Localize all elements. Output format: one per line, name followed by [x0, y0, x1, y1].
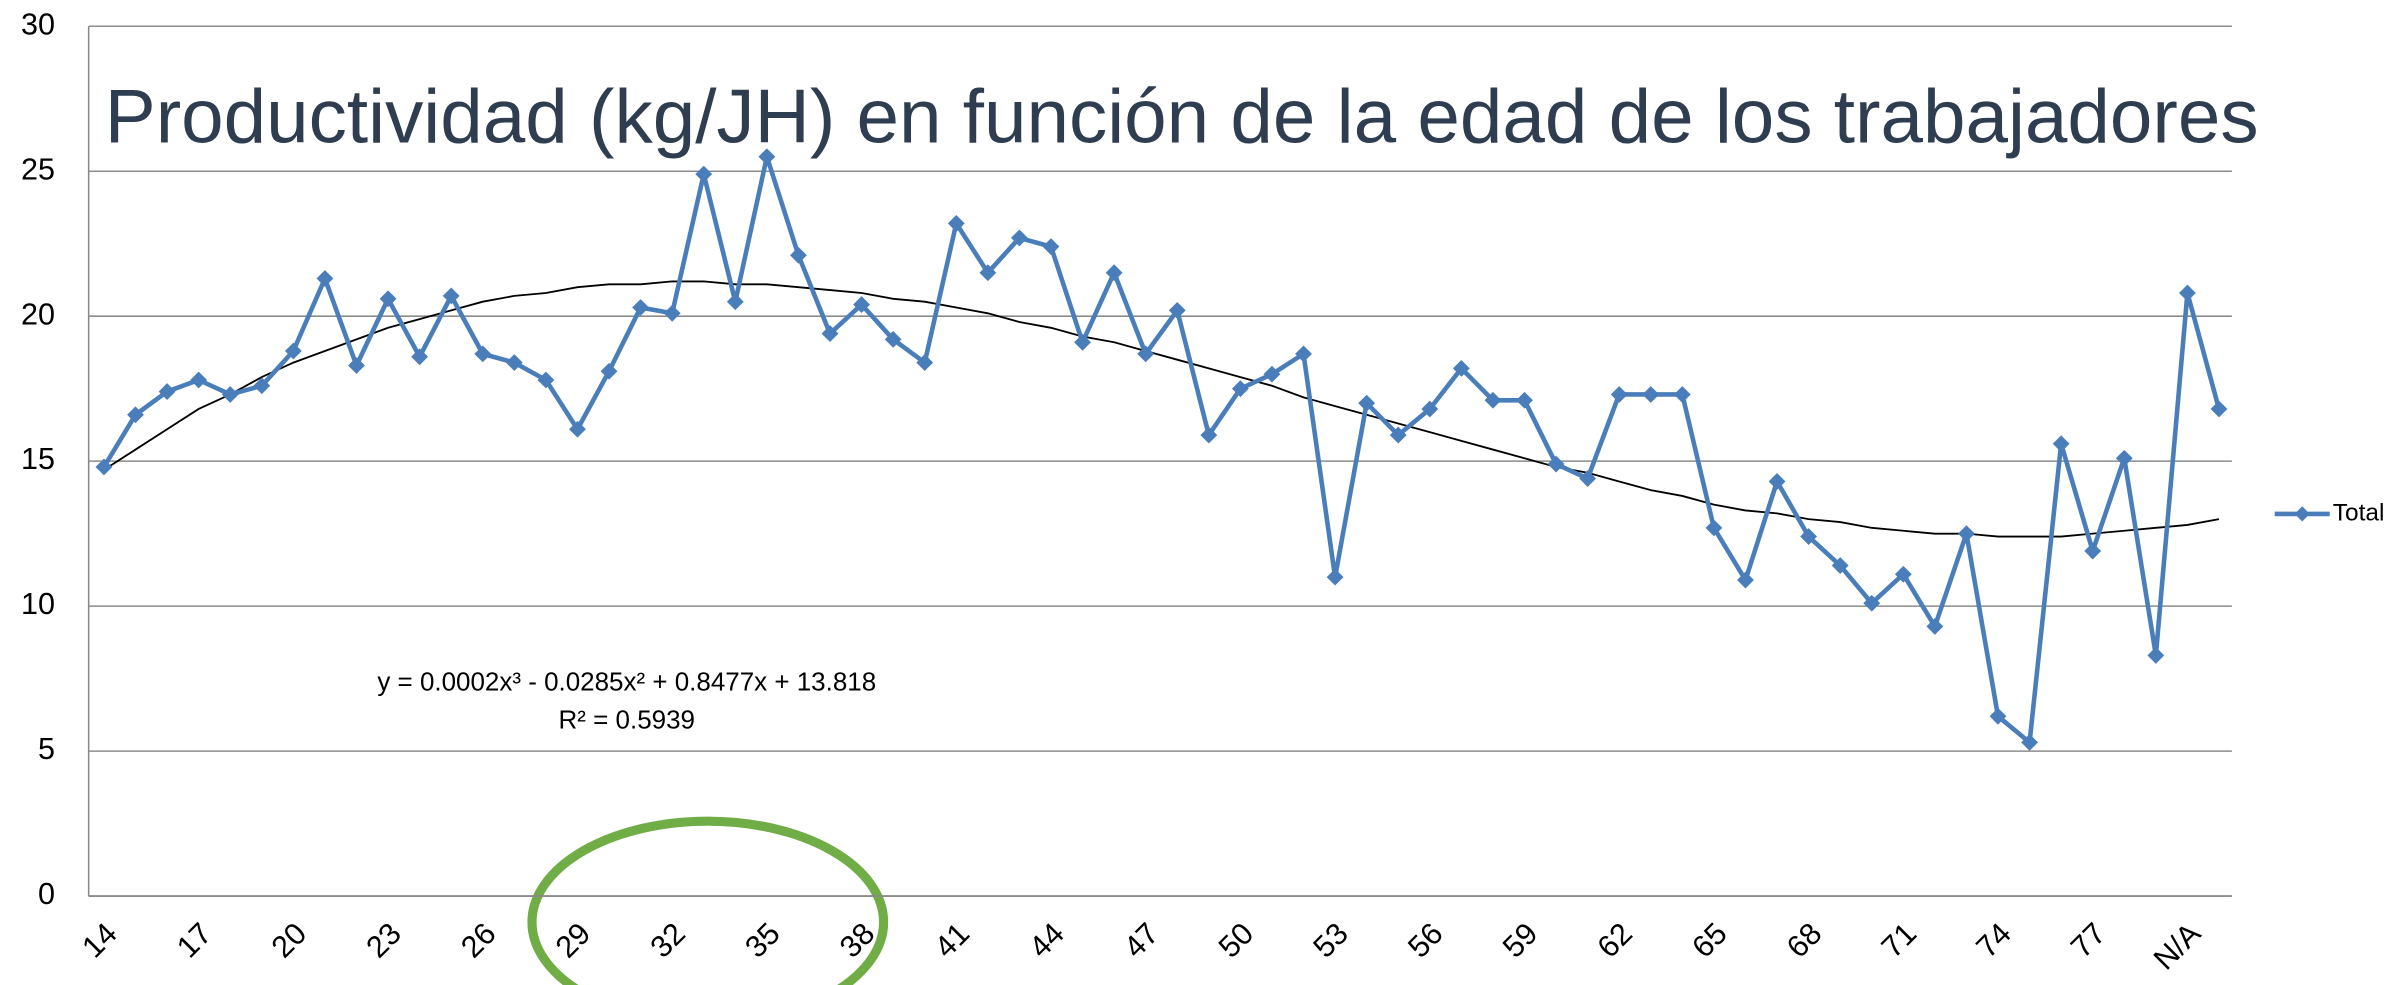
x-tick-label: 53 [1307, 916, 1355, 964]
x-tick-label: 32 [644, 916, 692, 964]
x-tick-label: N/A [2147, 916, 2208, 977]
point-marker [2210, 400, 2228, 418]
highlight-ellipse [527, 816, 889, 985]
x-tick-label: 59 [1496, 916, 1544, 964]
point-marker [695, 165, 713, 183]
x-tick-label: 68 [1780, 916, 1828, 964]
point-marker [632, 299, 650, 316]
point-marker [505, 354, 523, 371]
x-tick-label: 41 [928, 916, 976, 964]
point-marker [758, 148, 776, 166]
grid [88, 25, 2232, 897]
y-tick-label: 5 [38, 732, 55, 766]
x-tick-label: 77 [2064, 916, 2112, 964]
point-marker [663, 304, 681, 322]
point-marker [790, 246, 807, 264]
x-tick-label: 62 [1591, 916, 1639, 964]
point-marker [1074, 333, 1091, 351]
x-tick-label: 65 [1686, 916, 1734, 964]
point-marker [253, 377, 271, 395]
legend-marker [2294, 506, 2310, 522]
y-tick-label: 25 [21, 152, 55, 186]
point-marker [379, 290, 397, 308]
point-marker [1389, 426, 1407, 444]
y-tick-label: 10 [21, 587, 55, 621]
y-tick-label: 0 [38, 877, 55, 911]
point-marker [1105, 264, 1123, 282]
x-tick-label: 56 [1402, 916, 1450, 964]
point-marker [2084, 542, 2102, 560]
point-marker [190, 371, 208, 389]
trendline [103, 280, 2220, 538]
point-marker [284, 342, 302, 360]
x-tick-label: 74 [1970, 916, 2018, 964]
chart-title: Productividad (kg/JH) en función de la e… [105, 75, 2259, 160]
y-tick-label: 15 [21, 442, 55, 476]
series-line [101, 154, 2222, 745]
point-marker [1042, 238, 1060, 256]
x-tick-label: 26 [455, 916, 503, 964]
point-marker [726, 293, 744, 311]
x-tick-label: 20 [265, 916, 313, 964]
point-marker [348, 357, 365, 374]
y-tick-label: 20 [21, 297, 55, 331]
plot [95, 148, 2228, 751]
point-marker [95, 458, 113, 476]
x-tick-label: 14 [76, 916, 124, 964]
point-marker [2021, 733, 2038, 751]
point-marker [1579, 470, 1597, 487]
trend-r-squared: R² = 0.5939 [559, 705, 695, 735]
point-marker [1610, 386, 1628, 403]
x-tick-label: 29 [549, 916, 597, 964]
legend-label: Total [2333, 499, 2385, 526]
x-tick-label: 44 [1023, 916, 1071, 964]
point-marker [821, 325, 839, 342]
point-marker [2115, 449, 2133, 467]
y-tick-label: 30 [21, 7, 55, 41]
trend-equation: y = 0.0002x³ - 0.0285x² + 0.8477x + 13.8… [377, 666, 876, 696]
point-marker [411, 348, 429, 366]
point-marker [947, 215, 965, 232]
x-tick-label: 17 [170, 916, 218, 964]
x-tick-label: 71 [1875, 916, 1923, 964]
point-marker [1547, 455, 1565, 473]
x-tick-label: 23 [360, 916, 408, 964]
point-marker [1642, 386, 1660, 403]
x-tick-label: 35 [739, 916, 787, 964]
point-marker [316, 270, 334, 287]
point-marker [600, 362, 618, 380]
point-marker [884, 330, 902, 348]
point-marker [1737, 571, 1754, 589]
point-marker [979, 264, 997, 282]
point-marker [2147, 647, 2165, 664]
x-tick-label: 50 [1212, 916, 1260, 964]
point-marker [1958, 525, 1975, 543]
point-marker [2179, 284, 2196, 302]
point-marker [474, 345, 492, 363]
point-marker [1011, 229, 1028, 247]
point-marker [1516, 391, 1533, 409]
point-marker [442, 287, 460, 305]
point-marker [1673, 386, 1691, 403]
point-marker [221, 386, 239, 403]
point-marker [2052, 435, 2070, 453]
point-marker [1863, 594, 1881, 612]
x-tick-label: 47 [1117, 916, 1165, 964]
point-marker [1326, 568, 1344, 586]
